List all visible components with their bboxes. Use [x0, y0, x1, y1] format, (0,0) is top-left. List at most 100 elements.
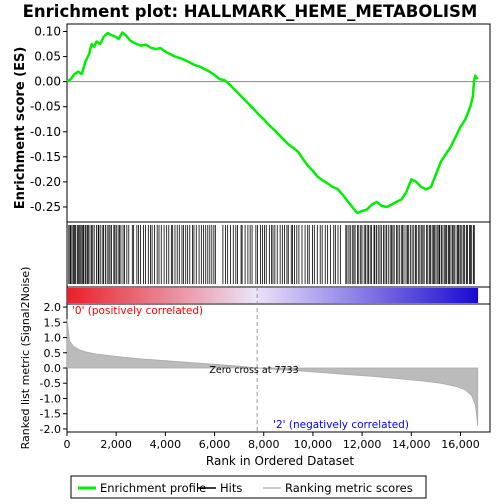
- colorbar-segment: [243, 288, 247, 303]
- colorbar-segment: [204, 288, 209, 303]
- colorbar-segment: [284, 288, 288, 303]
- colorbar-segment: [119, 288, 124, 303]
- colorbar-segment: [69, 288, 74, 303]
- colorbar-segment: [131, 288, 135, 303]
- colorbar-segment: [319, 288, 323, 303]
- colorbar-segment: [454, 288, 458, 303]
- colorbar-segment: [442, 288, 446, 303]
- colorbar-segment: [430, 288, 435, 303]
- colorbar-segment: [199, 288, 203, 303]
- colorbar-segment: [272, 288, 276, 303]
- es-tick-label: -0.20: [30, 175, 61, 189]
- colorbar-segment: [125, 288, 130, 303]
- colorbar-segment: [421, 288, 426, 303]
- x-axis-ticks: 0 2,000 4,000 6,000 8,000 10,000 12,000 14,000 1…: [64, 432, 480, 451]
- metric-tick-label: 2.0: [44, 301, 62, 314]
- colorbar-segment: [134, 288, 138, 303]
- colorbar-segment: [201, 288, 206, 303]
- colorbar-segment: [348, 288, 352, 303]
- metric-tick-label: -1.5: [40, 408, 61, 421]
- colorbar-segment: [351, 288, 355, 303]
- colorbar-segment: [157, 288, 162, 303]
- colorbar-segment: [90, 288, 94, 303]
- colorbar-segment: [166, 288, 171, 303]
- colorbar-segment: [419, 288, 423, 303]
- enrichment-profile: [66, 31, 479, 215]
- colorbar-segment: [225, 288, 229, 303]
- colorbar-segment: [93, 288, 97, 303]
- colorbar-segment: [263, 288, 267, 303]
- colorbar-segment: [468, 288, 473, 303]
- x-tick-label: 12,000: [343, 438, 382, 451]
- colorbar-segment: [301, 288, 306, 303]
- hits-layer: [68, 225, 475, 284]
- colorbar-segment: [245, 288, 250, 303]
- colorbar-segment: [295, 288, 300, 303]
- colorbar-segment: [372, 288, 376, 303]
- colorbar-segment: [210, 288, 215, 303]
- colorbar-segment: [333, 288, 338, 303]
- x-tick-label: 8,000: [248, 438, 280, 451]
- x-tick-label: 16,000: [441, 438, 480, 451]
- colorbar-segment: [213, 288, 218, 303]
- colorbar-segment: [163, 288, 168, 303]
- colorbar-segment: [102, 288, 106, 303]
- colorbar-segment: [325, 288, 329, 303]
- colorbar-segment: [375, 288, 379, 303]
- colorbar-segment: [196, 288, 200, 303]
- colorbar-segment: [251, 288, 256, 303]
- colorbar-segment: [328, 288, 332, 303]
- ranking-metric-fill: [66, 319, 479, 426]
- legend-entry: Ranking metric scores: [285, 481, 413, 495]
- x-tick-label: 14,000: [392, 438, 431, 451]
- colorbar-segment: [84, 288, 88, 303]
- colorbar-segment: [137, 288, 141, 303]
- colorbar-segment: [254, 288, 259, 303]
- chart-title: Enrichment plot: HALLMARK_HEME_METABOLIS…: [23, 2, 478, 21]
- colorbar-segment: [307, 288, 311, 303]
- legend-box: [70, 475, 427, 499]
- colorbar-segment: [413, 288, 417, 303]
- colorbar-segment: [310, 288, 314, 303]
- colorbar-segment: [240, 288, 244, 303]
- colorbar-segment: [357, 288, 361, 303]
- colorbar-segment: [72, 288, 77, 303]
- es-tick-label: 0.00: [34, 75, 61, 89]
- x-tick-label: 6,000: [199, 438, 231, 451]
- metric-axis-ticks: 2.0 1.5 1.0 0.5 0.0 -0.5 -1.0 -1.5 -2.0: [40, 301, 67, 436]
- colorbar-segment: [152, 288, 156, 303]
- colorbar-segment: [128, 288, 132, 303]
- colorbar-segment: [389, 288, 394, 303]
- colorbar-segment: [474, 288, 479, 303]
- ranking-colorbar: [67, 288, 479, 303]
- enrichment-profile-line: [66, 31, 479, 215]
- colorbar-segment: [360, 288, 364, 303]
- colorbar-segment: [155, 288, 159, 303]
- colorbar-segment: [316, 288, 320, 303]
- metric-tick-label: -2.0: [40, 423, 61, 436]
- ranking-metric-area: [66, 287, 479, 432]
- es-panel-frame: [66, 23, 491, 223]
- colorbar-segment: [122, 288, 127, 303]
- metric-tick-label: 1.5: [44, 316, 62, 329]
- metric-tick-label: -0.5: [40, 377, 61, 390]
- colorbar-segment: [105, 288, 109, 303]
- colorbar-segment: [260, 288, 264, 303]
- colorbar-segment: [219, 288, 223, 303]
- colorbar-segment: [304, 288, 308, 303]
- colorbar-segment: [445, 288, 449, 303]
- colorbar-segment: [108, 288, 112, 303]
- colorbar-segment: [448, 288, 452, 303]
- colorbar-segment: [342, 288, 347, 303]
- es-tick-label: 0.05: [34, 50, 61, 64]
- colorbar-segment: [190, 288, 194, 303]
- colorbar-segment: [222, 288, 226, 303]
- colorbar-segment: [87, 288, 91, 303]
- colorbar-segment: [146, 288, 150, 303]
- es-tick-label: -0.10: [30, 125, 61, 139]
- colorbar-segment: [231, 288, 235, 303]
- colorbar-segment: [143, 288, 147, 303]
- colorbar-segment: [184, 288, 188, 303]
- colorbar-segment: [427, 288, 432, 303]
